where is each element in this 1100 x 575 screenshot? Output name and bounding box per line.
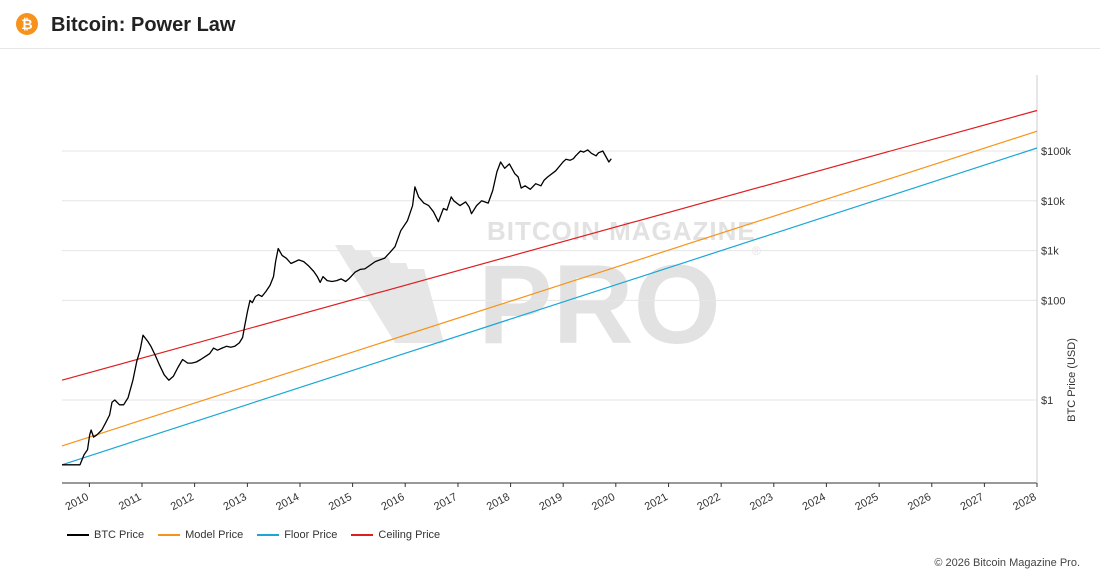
x-tick-label: 2027 [959, 491, 986, 513]
y-tick-labels: $1 $100 $1k $10k $100k [1041, 146, 1071, 407]
legend-swatch [351, 534, 374, 536]
x-tick-label: 2026 [906, 491, 933, 513]
x-tick-label: 2024 [801, 491, 828, 513]
x-tick-label: 2025 [853, 491, 880, 513]
watermark-chevron [407, 269, 444, 343]
x-tick-label: 2016 [379, 491, 406, 513]
page-title: Bitcoin: Power Law [51, 14, 236, 36]
y-tick-label: $1 [1041, 395, 1053, 407]
copyright-text: © 2026 Bitcoin Magazine Pro. [934, 557, 1080, 569]
x-tick-label: 2023 [748, 491, 775, 513]
legend-label: BTC Price [94, 529, 145, 541]
watermark-line2: PRO [478, 242, 721, 367]
y-tick-label: $1k [1041, 246, 1059, 258]
legend-label: Ceiling Price [378, 529, 441, 541]
chart-grid [62, 150, 1037, 401]
legend-swatch [257, 534, 280, 536]
chart-legend: BTC Price Model Price Floor Price Ceiling P… [67, 528, 454, 542]
legend-item-btc-price[interactable]: BTC Price [67, 529, 144, 541]
bitcoin-logo-icon: ₿ [16, 13, 38, 35]
series-ceiling-price [61, 109, 1038, 381]
series-floor-price [61, 147, 1038, 466]
y-tick-label: $100 [1041, 295, 1065, 307]
y-axis-label: BTC Price (USD) [1066, 338, 1078, 422]
y-tick-label: $10k [1041, 196, 1065, 208]
y-tick-label: $100k [1041, 146, 1071, 158]
chart-axes [62, 75, 1038, 484]
series-layer [61, 109, 1038, 466]
x-tick-label: 2013 [222, 491, 249, 513]
legend-item-ceiling-price[interactable]: Ceiling Price [351, 529, 440, 541]
series-model-price [61, 130, 1038, 447]
legend-item-floor-price[interactable]: Floor Price [257, 529, 337, 541]
x-tick-label: 2012 [169, 491, 196, 513]
x-tick-label: 2028 [1011, 491, 1038, 513]
series-btc-price [62, 149, 612, 466]
x-tick-label: 2010 [64, 491, 91, 513]
x-tick-label: 2019 [537, 491, 564, 513]
legend-label: Model Price [185, 529, 244, 541]
legend-swatch [158, 534, 181, 536]
x-tick-label: 2015 [327, 491, 354, 513]
legend-item-model-price[interactable]: Model Price [158, 529, 243, 541]
header-bar: ₿ Bitcoin: Power Law [0, 0, 1100, 49]
x-tick-label: 2021 [643, 491, 670, 513]
x-tick-label: 2018 [485, 491, 512, 513]
x-tick-label: 2017 [432, 491, 459, 513]
watermark-line1: BITCOIN MAGAZINE [487, 216, 756, 246]
x-tick-labels: 2010 2011 2012 2013 2014 2015 2016 2017 2018 2019… [64, 483, 1038, 513]
legend-label: Floor Price [284, 529, 338, 541]
legend-swatch [67, 534, 89, 536]
x-tick-label: 2020 [590, 491, 617, 513]
x-tick-label: 2022 [695, 491, 722, 513]
x-tick-label: 2011 [117, 491, 144, 513]
x-tick-label: 2014 [274, 491, 301, 513]
